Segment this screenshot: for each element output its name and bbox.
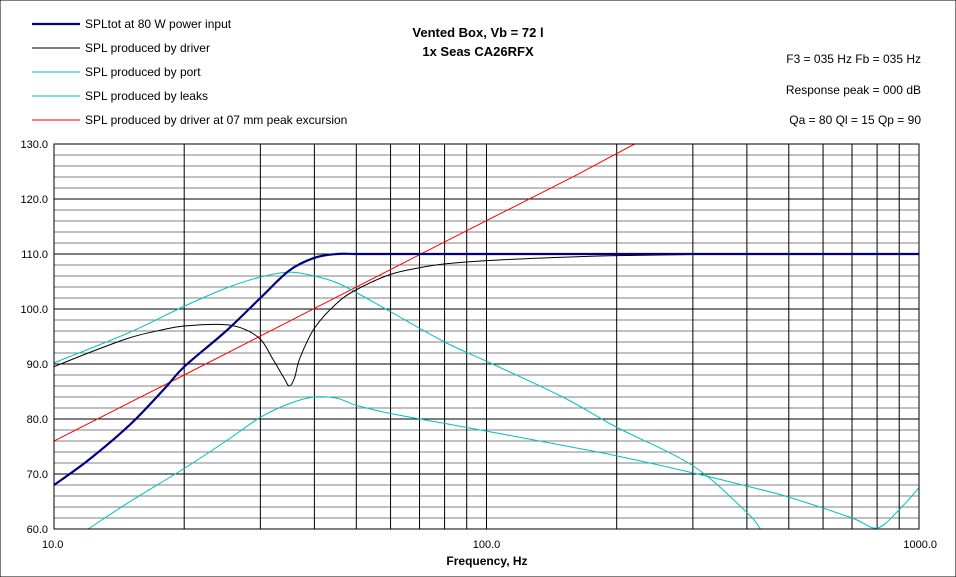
y-tick-label: 100.0 xyxy=(20,304,48,316)
annotation-f3-fb: F3 = 035 Hz Fb = 035 Hz xyxy=(786,52,921,66)
y-tick-label: 70.0 xyxy=(27,469,48,481)
plot-frame xyxy=(53,143,920,530)
series-spl-driver xyxy=(54,253,919,387)
tick-labels: 10.0 100.0 1000.0 60.0 70.0 80.0 90.0 100.0 110.… xyxy=(20,139,937,551)
series-spl-leaks xyxy=(87,396,919,529)
legend: SPLtot at 80 W power input SPL produced b… xyxy=(32,17,347,127)
series-spl-excursion xyxy=(54,144,635,442)
y-tick-label: 80.0 xyxy=(27,414,48,426)
series-spl-total xyxy=(54,252,919,486)
y-tick-label: 120.0 xyxy=(20,194,48,206)
chart-title: Vented Box, Vb = 72 l xyxy=(412,25,543,40)
annotations: F3 = 035 Hz Fb = 035 Hz Response peak = … xyxy=(786,52,921,127)
y-tick-label: 90.0 xyxy=(27,359,48,371)
chart-subtitle: 1x Seas CA26RFX xyxy=(422,44,534,59)
legend-item-spl-total: SPLtot at 80 W power input xyxy=(32,17,232,31)
y-tick-label: 60.0 xyxy=(27,524,48,536)
legend-label: SPL produced by port xyxy=(85,65,201,79)
y-tick-label: 110.0 xyxy=(21,249,48,261)
legend-item-spl-excursion: SPL produced by driver at 07 mm peak exc… xyxy=(32,113,347,127)
legend-label: SPLtot at 80 W power input xyxy=(85,17,232,31)
x-tick-label: 1000.0 xyxy=(903,539,937,551)
annotation-q-values: Qa = 80 Ql = 15 Qp = 90 xyxy=(789,113,921,127)
x-tick-label: 100.0 xyxy=(473,539,501,551)
y-tick-label: 130.0 xyxy=(20,139,48,151)
legend-label: SPL produced by leaks xyxy=(85,89,208,103)
legend-label: SPL produced by driver at 07 mm peak exc… xyxy=(85,113,347,127)
series-layer xyxy=(54,144,919,529)
x-tick-label: 10.0 xyxy=(42,539,63,551)
legend-label: SPL produced by driver xyxy=(85,41,210,55)
grid-lines xyxy=(54,143,919,530)
x-axis-label: Frequency, Hz xyxy=(446,554,527,568)
legend-item-spl-driver: SPL produced by driver xyxy=(32,41,210,55)
legend-item-spl-leaks: SPL produced by leaks xyxy=(32,89,208,103)
legend-item-spl-port: SPL produced by port xyxy=(32,65,201,79)
annotation-response-peak: Response peak = 000 dB xyxy=(786,83,921,97)
series-spl-port xyxy=(54,271,761,529)
